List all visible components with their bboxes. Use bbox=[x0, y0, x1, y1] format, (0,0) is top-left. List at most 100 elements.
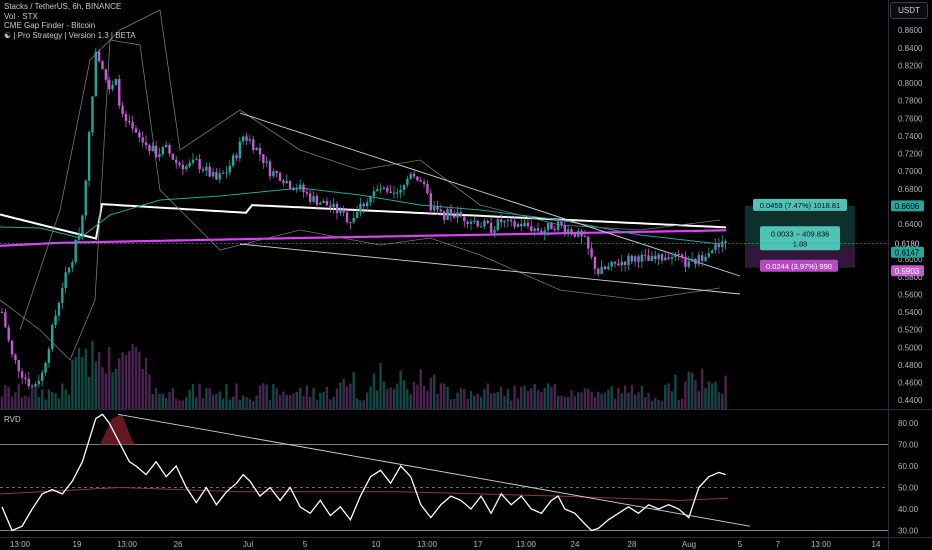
volume-bar bbox=[309, 396, 312, 409]
volume-bar bbox=[111, 372, 114, 409]
volume-bar bbox=[493, 393, 496, 409]
volume-bar bbox=[302, 396, 305, 409]
volume-bar bbox=[630, 385, 633, 409]
price-tick-label: 0.5800 bbox=[898, 273, 923, 282]
indicator-cme-gap[interactable]: CME Gap Finder - Bitcoin bbox=[4, 21, 96, 30]
candle-body bbox=[610, 261, 613, 267]
volume-bar bbox=[670, 391, 674, 409]
volume-bar bbox=[533, 384, 536, 409]
candle-body bbox=[456, 212, 459, 218]
currency-button[interactable]: USDT bbox=[890, 2, 928, 19]
candle-body bbox=[201, 169, 205, 171]
indicator-volume[interactable]: Vol · STX bbox=[4, 11, 38, 21]
lower-envelope bbox=[0, 39, 721, 361]
candle-body bbox=[372, 191, 376, 197]
volume-bar bbox=[47, 389, 51, 409]
candle-body bbox=[17, 360, 20, 372]
rvd-tick-label: 30.00 bbox=[898, 527, 919, 536]
volume-bar bbox=[108, 347, 111, 409]
candle-body bbox=[198, 159, 201, 170]
candle-body bbox=[392, 192, 396, 194]
candle-body bbox=[684, 256, 687, 267]
candle-body bbox=[235, 155, 238, 159]
volume-bar bbox=[644, 396, 647, 409]
candle-body bbox=[164, 144, 168, 148]
volume-bar bbox=[556, 395, 560, 409]
volume-bar bbox=[205, 388, 208, 409]
volume-bar bbox=[345, 386, 349, 409]
candle-body bbox=[506, 219, 510, 221]
candle-body bbox=[134, 128, 138, 133]
candle-body bbox=[717, 244, 721, 248]
candle-body bbox=[523, 222, 526, 227]
volume-bar bbox=[94, 361, 97, 409]
candle-body bbox=[41, 372, 44, 381]
volume-bar bbox=[580, 392, 583, 409]
time-tick-label: 5 bbox=[738, 540, 743, 549]
candle-body bbox=[288, 181, 292, 189]
candle-body bbox=[459, 212, 463, 217]
candle-body bbox=[342, 209, 345, 213]
volume-bar bbox=[550, 386, 553, 409]
volume-bar bbox=[510, 400, 513, 409]
candle-body bbox=[325, 201, 329, 206]
candle-body bbox=[24, 377, 27, 380]
candle-body bbox=[386, 187, 389, 192]
volume-bar bbox=[419, 369, 422, 409]
candle-body bbox=[436, 207, 439, 210]
volume-bar bbox=[225, 384, 228, 409]
volume-bar bbox=[262, 383, 265, 409]
volume-bar bbox=[566, 396, 570, 409]
volume-bar bbox=[238, 400, 242, 409]
rvd-tick-label: 70.00 bbox=[898, 440, 919, 449]
volume-bar bbox=[228, 399, 231, 409]
volume-bar bbox=[97, 351, 101, 409]
volume-bar bbox=[231, 396, 235, 409]
volume-bar bbox=[563, 396, 566, 409]
indicator-pro-strategy[interactable]: ☯ | Pro Strategy | Version 1.3 | BETA bbox=[4, 30, 136, 40]
rvd-tick-label: 80.00 bbox=[898, 419, 919, 428]
candle-body bbox=[275, 171, 278, 174]
candle-body bbox=[667, 257, 670, 259]
volume-bar bbox=[560, 395, 563, 409]
volume-bar bbox=[288, 395, 292, 409]
volume-bars bbox=[0, 340, 727, 409]
price-tick-label: 0.7800 bbox=[898, 97, 923, 106]
candle-body bbox=[570, 229, 573, 235]
volume-bar bbox=[627, 392, 630, 409]
candle-body bbox=[546, 222, 550, 231]
volume-bar bbox=[386, 388, 389, 409]
candle-body bbox=[272, 171, 275, 177]
candle-body bbox=[218, 173, 221, 180]
axes: 0.8600 0.8400 0.8200 0.8000 0.7800 0.7600 0.74… bbox=[10, 26, 924, 549]
volume-bar bbox=[114, 368, 118, 409]
candle-body bbox=[573, 234, 577, 237]
candle-body bbox=[195, 159, 198, 161]
price-label-last: 0.6180 bbox=[895, 239, 920, 248]
candle-body bbox=[175, 159, 178, 163]
candle-body bbox=[285, 181, 288, 184]
volume-bar bbox=[664, 385, 667, 409]
volume-bar bbox=[87, 376, 91, 409]
candle-body bbox=[255, 147, 258, 151]
candle-body bbox=[674, 253, 677, 258]
candle-body bbox=[587, 236, 590, 249]
candle-body bbox=[101, 61, 104, 70]
candle-body bbox=[94, 51, 97, 97]
volume-bar bbox=[389, 387, 392, 409]
candle-body bbox=[0, 312, 4, 314]
candle-body bbox=[453, 215, 456, 218]
candle-body bbox=[51, 324, 54, 350]
rvd-label[interactable]: RVD bbox=[4, 415, 21, 424]
volume-bar bbox=[583, 388, 587, 409]
candle-body bbox=[617, 263, 620, 266]
volume-bar bbox=[37, 396, 41, 409]
volume-bar bbox=[674, 374, 677, 409]
candle-body bbox=[540, 230, 543, 234]
volume-bar bbox=[654, 397, 657, 409]
volume-bar bbox=[278, 395, 282, 409]
volume-bar bbox=[27, 396, 30, 409]
symbol-title[interactable]: Stacks / TetherUS, 6h, BINANCE bbox=[4, 2, 122, 11]
